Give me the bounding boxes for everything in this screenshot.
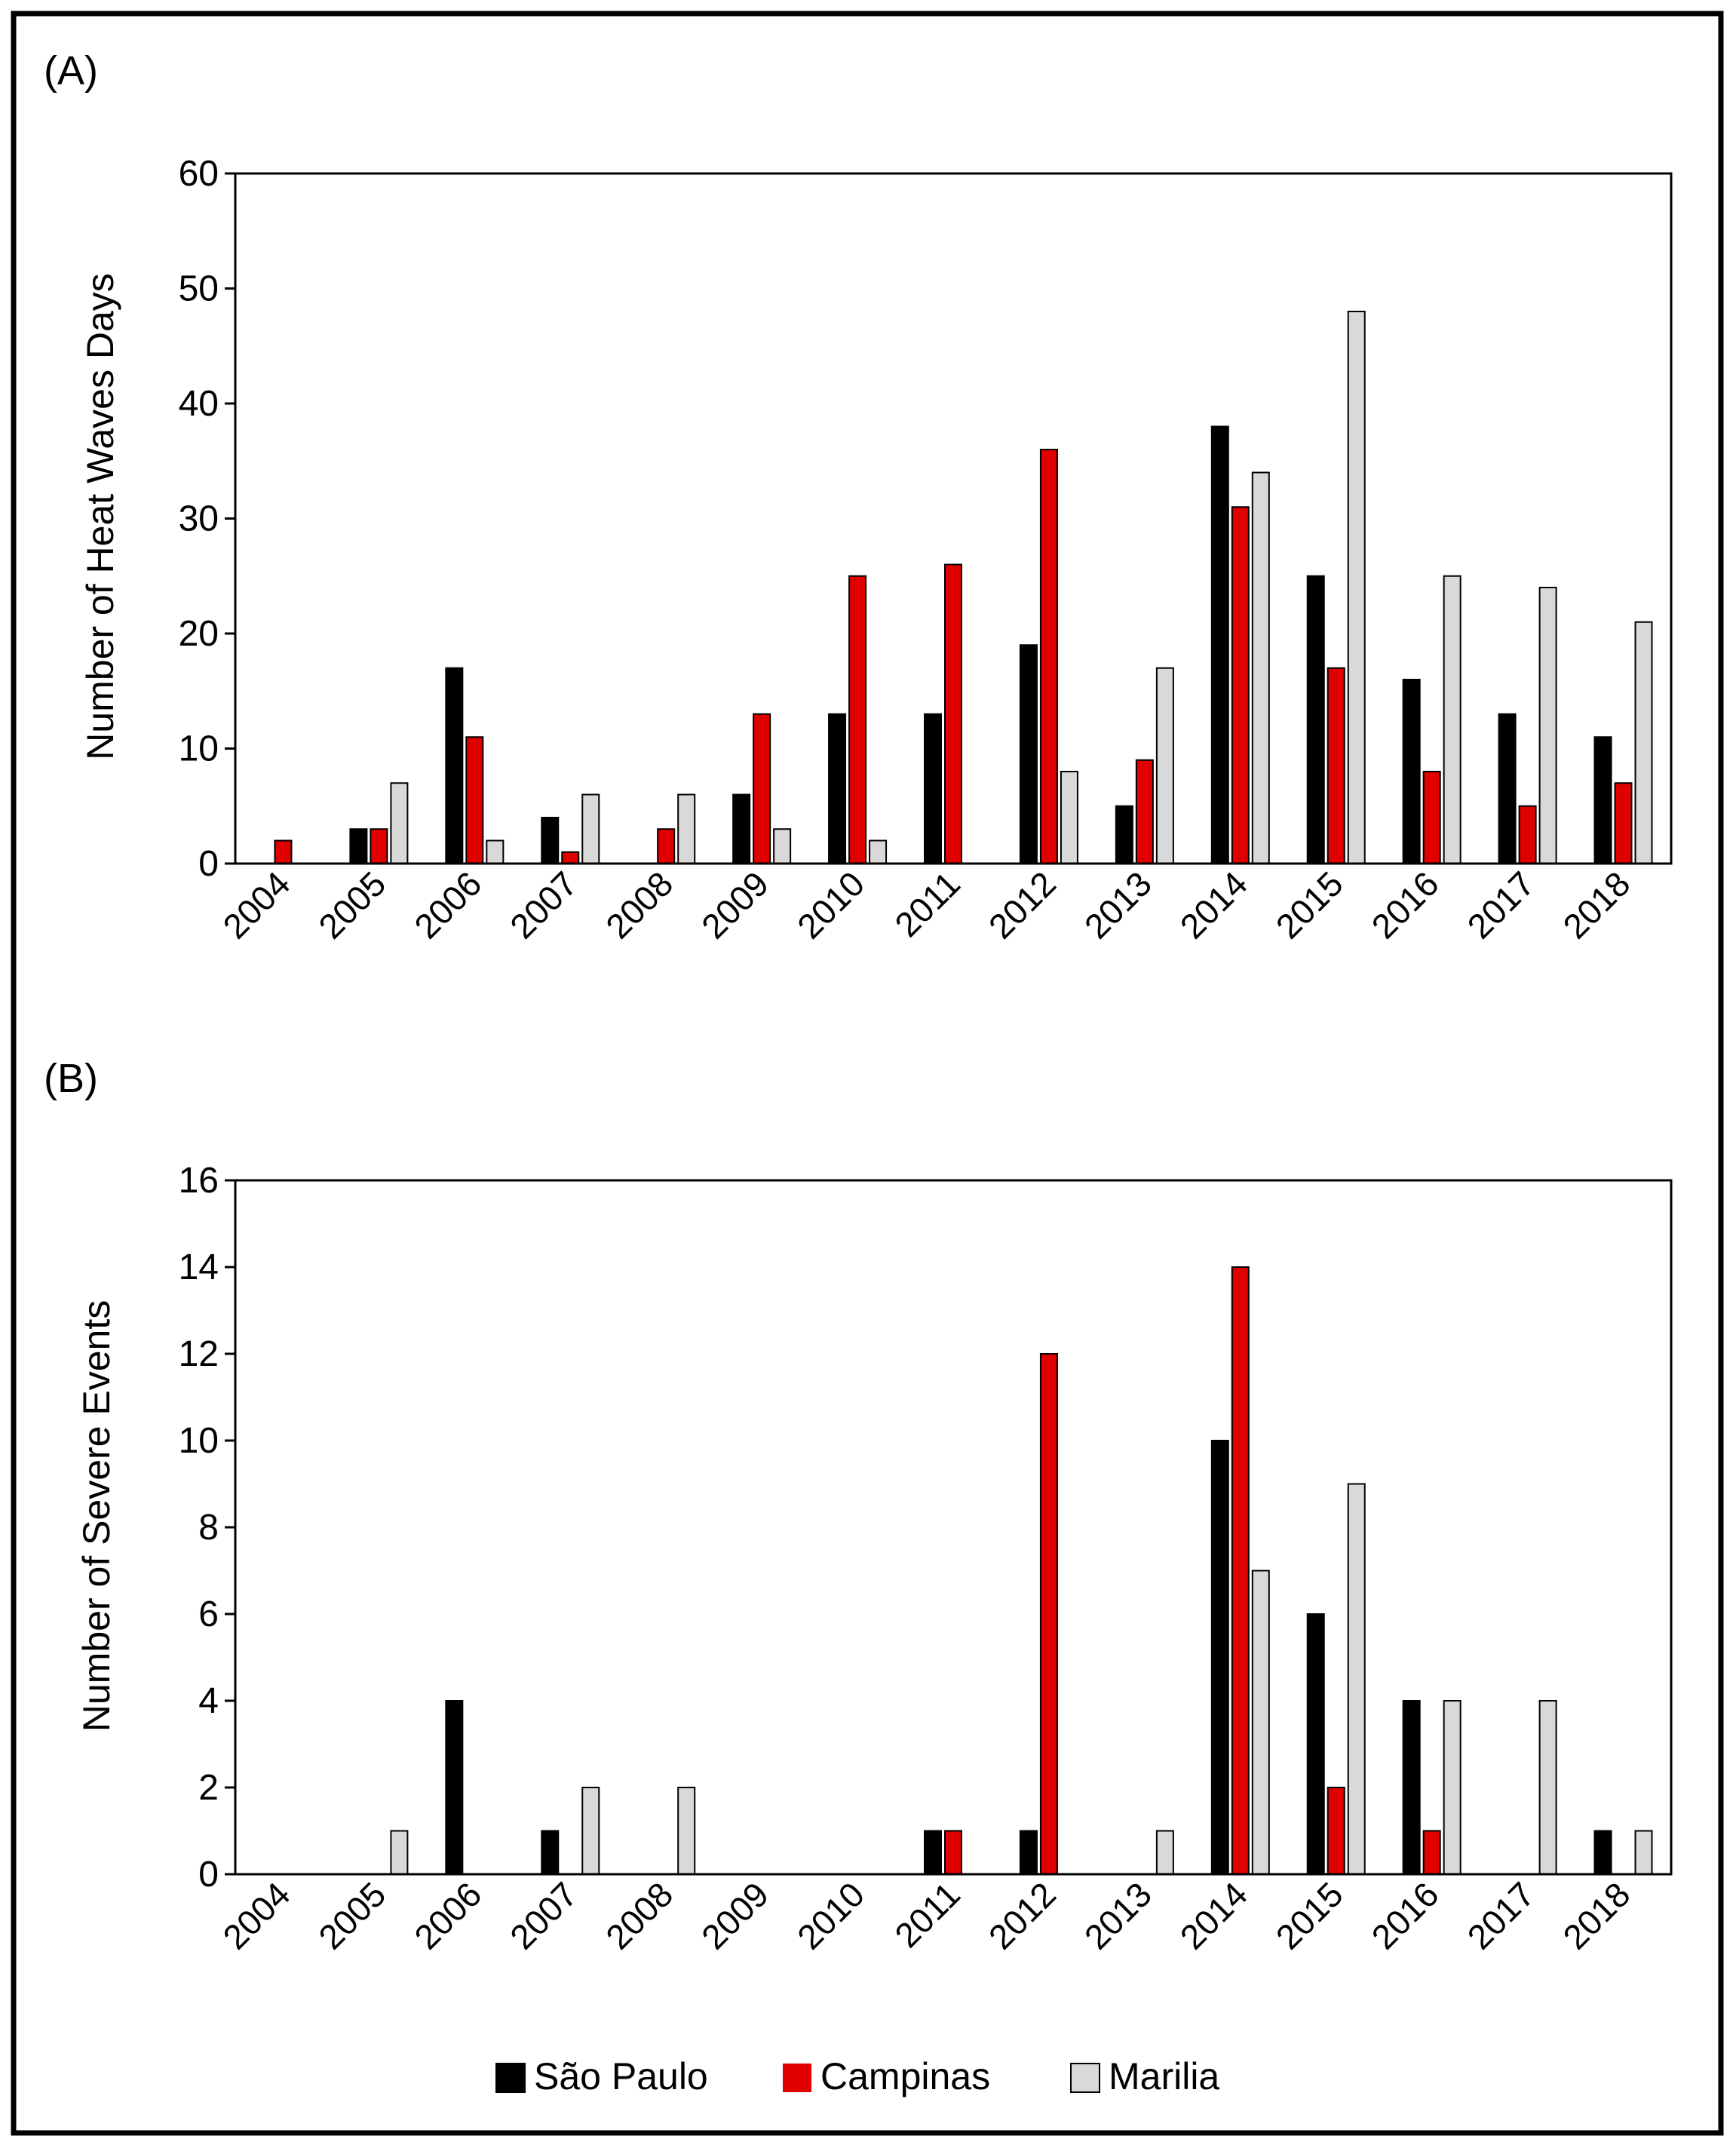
bar-s-o-paulo-2007 — [541, 1830, 560, 1875]
bar-campinas-2012 — [1039, 1353, 1058, 1875]
bar-marilia-2010 — [869, 839, 888, 864]
bar-s-o-paulo-2016 — [1402, 679, 1421, 864]
bar-campinas-2012 — [1039, 449, 1058, 864]
bar-marilia-2007 — [581, 793, 600, 864]
bar-s-o-paulo-2011 — [924, 713, 942, 864]
bar-campinas-2010 — [848, 575, 867, 864]
bar-campinas-2014 — [1231, 1266, 1250, 1875]
bar-campinas-2005 — [370, 828, 388, 864]
y-tick-label: 14 — [179, 1247, 219, 1287]
y-tick-label: 0 — [198, 844, 219, 884]
bar-marilia-2008 — [677, 1787, 696, 1875]
y-tick-label: 30 — [179, 499, 219, 539]
y-tick-label: 4 — [198, 1681, 219, 1721]
bar-marilia-2017 — [1538, 587, 1557, 864]
legend-label-sao-paulo: São Paulo — [534, 2055, 708, 2097]
bar-marilia-2005 — [390, 782, 409, 864]
bar-s-o-paulo-2018 — [1593, 736, 1612, 864]
legend-swatch-marilia — [1070, 2063, 1100, 2093]
bar-campinas-2011 — [944, 563, 962, 864]
figure-border — [11, 11, 1724, 2136]
bar-s-o-paulo-2006 — [445, 667, 464, 864]
bar-campinas-2014 — [1231, 506, 1250, 864]
bar-campinas-2004 — [274, 839, 293, 864]
bar-campinas-2016 — [1422, 771, 1441, 864]
y-tick-label: 2 — [198, 1768, 219, 1808]
bar-s-o-paulo-2014 — [1210, 1440, 1229, 1875]
bar-marilia-2016 — [1443, 575, 1461, 864]
panel-a-y-axis-label: Number of Heat Waves Days — [79, 273, 121, 760]
bar-campinas-2006 — [465, 736, 484, 864]
bar-campinas-2017 — [1518, 805, 1537, 864]
bar-marilia-2013 — [1155, 667, 1174, 864]
bar-s-o-paulo-2017 — [1498, 713, 1517, 864]
bar-marilia-2018 — [1634, 1830, 1653, 1875]
bar-marilia-2014 — [1251, 1570, 1270, 1875]
bar-campinas-2015 — [1327, 667, 1345, 864]
legend-swatch-sao-paulo — [495, 2063, 526, 2093]
panel-b-label: (B) — [44, 1056, 98, 1101]
bar-s-o-paulo-2014 — [1210, 425, 1229, 864]
bar-campinas-2011 — [944, 1830, 962, 1875]
bar-marilia-2014 — [1251, 471, 1270, 864]
bar-marilia-2016 — [1443, 1700, 1461, 1875]
bar-campinas-2016 — [1422, 1830, 1441, 1875]
bar-marilia-2005 — [390, 1830, 409, 1875]
legend-swatch-campinas — [783, 2064, 811, 2092]
bar-s-o-paulo-2005 — [349, 828, 368, 864]
bar-campinas-2009 — [753, 713, 771, 864]
bar-campinas-2018 — [1614, 782, 1633, 864]
panel-b-y-axis-label: Number of Severe Events — [75, 1300, 118, 1732]
legend-label-campinas: Campinas — [820, 2055, 990, 2097]
y-tick-label: 40 — [179, 384, 219, 424]
bar-marilia-2015 — [1347, 311, 1366, 864]
bar-s-o-paulo-2012 — [1019, 644, 1038, 864]
y-tick-label: 0 — [198, 1855, 219, 1895]
bar-marilia-2006 — [486, 839, 505, 864]
bar-marilia-2017 — [1538, 1700, 1557, 1875]
bar-s-o-paulo-2006 — [445, 1700, 464, 1875]
bar-marilia-2018 — [1634, 621, 1653, 864]
bar-s-o-paulo-2015 — [1306, 575, 1325, 864]
bar-marilia-2008 — [677, 793, 696, 864]
bar-s-o-paulo-2011 — [924, 1830, 942, 1875]
y-tick-label: 16 — [179, 1161, 219, 1201]
y-tick-label: 10 — [179, 1421, 219, 1461]
y-tick-label: 60 — [179, 154, 219, 194]
bar-s-o-paulo-2018 — [1593, 1830, 1612, 1875]
bar-s-o-paulo-2016 — [1402, 1700, 1421, 1875]
bar-s-o-paulo-2015 — [1306, 1613, 1325, 1875]
y-tick-label: 8 — [198, 1508, 219, 1548]
bar-campinas-2015 — [1327, 1787, 1345, 1875]
panel-b-severe-events: (B) Number of Severe Events 0 2 4 6 8 10 12 14 1… — [44, 1056, 1673, 1956]
bar-campinas-2013 — [1135, 759, 1154, 864]
panel-a-label: (A) — [44, 48, 98, 94]
y-tick-label: 20 — [179, 614, 219, 654]
bar-campinas-2007 — [561, 851, 580, 864]
legend: São Paulo Campinas Marilia — [495, 2055, 1219, 2097]
y-tick-label: 10 — [179, 729, 219, 769]
bar-marilia-2009 — [773, 828, 792, 864]
bar-s-o-paulo-2012 — [1019, 1830, 1038, 1875]
y-tick-label: 50 — [179, 269, 219, 309]
bar-campinas-2008 — [657, 828, 676, 864]
legend-label-marilia: Marilia — [1109, 2055, 1219, 2097]
bar-s-o-paulo-2009 — [732, 793, 751, 864]
bar-s-o-paulo-2010 — [828, 713, 847, 864]
bar-marilia-2013 — [1155, 1830, 1174, 1875]
bar-marilia-2007 — [581, 1787, 600, 1875]
y-tick-label: 12 — [179, 1334, 219, 1374]
bar-s-o-paulo-2007 — [541, 817, 560, 864]
y-tick-label: 6 — [198, 1594, 219, 1634]
bar-marilia-2015 — [1347, 1483, 1366, 1875]
bar-marilia-2012 — [1060, 771, 1078, 864]
bar-s-o-paulo-2013 — [1115, 805, 1133, 864]
